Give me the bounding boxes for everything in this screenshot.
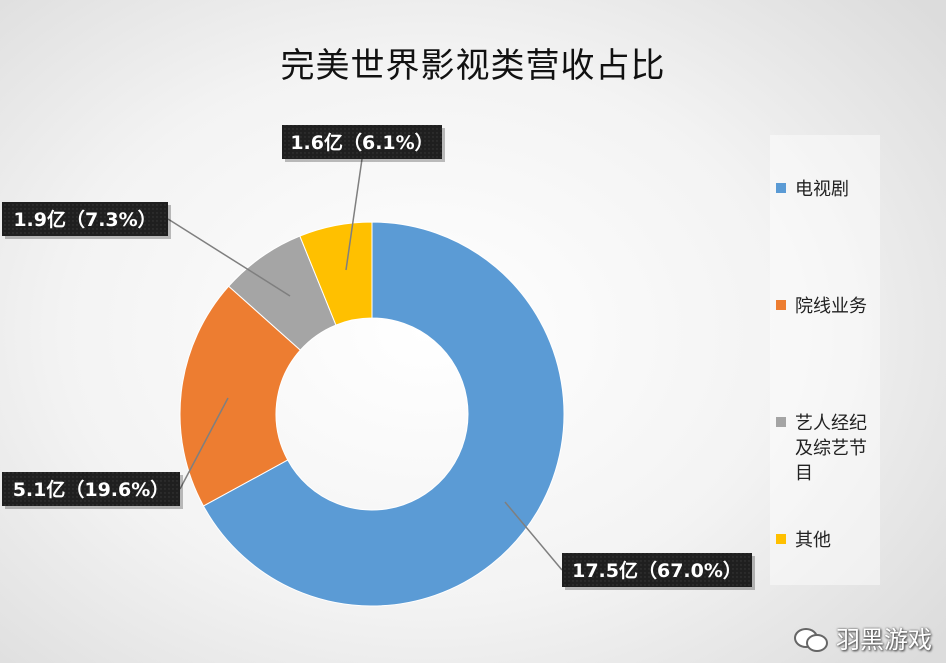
- legend-item-artist: 艺人经纪及综艺节目: [776, 411, 876, 486]
- legend-label-artist: 艺人经纪及综艺节目: [795, 413, 867, 484]
- legend-item-other: 其他: [776, 528, 876, 553]
- legend-item-tv: 电视剧: [776, 177, 876, 202]
- leader-line-tv: [504, 501, 563, 571]
- data-label-box-tv: [562, 553, 752, 587]
- legend-swatch-cinema: [776, 300, 786, 310]
- donut-slice-cinema: [179, 285, 302, 507]
- leader-line-other: [345, 158, 363, 271]
- watermark: 羽黑游戏: [794, 620, 932, 655]
- donut-slice-tv: [202, 221, 565, 607]
- legend-swatch-other: [776, 534, 786, 544]
- donut-slice-other: [299, 221, 373, 326]
- watermark-text: 羽黑游戏: [836, 626, 932, 654]
- chart-legend: 电视剧 院线业务 艺人经纪及综艺节目 其他: [770, 135, 880, 585]
- legend-label-cinema: 院线业务: [795, 296, 867, 317]
- data-label-box-artist: [2, 202, 168, 236]
- legend-swatch-tv: [776, 183, 786, 193]
- data-label-other: 1.6亿（6.1%）: [290, 131, 433, 154]
- legend-label-tv: 电视剧: [795, 179, 849, 200]
- legend-item-cinema: 院线业务: [776, 294, 876, 319]
- legend-label-other: 其他: [795, 530, 831, 551]
- data-label-artist: 1.9亿（7.3%）: [13, 208, 156, 231]
- legend-swatch-artist: [776, 417, 786, 427]
- leader-line-artist: [167, 218, 291, 297]
- chart-title: 完美世界影视类营收占比: [280, 46, 666, 86]
- data-label-box-other: [282, 125, 442, 159]
- wechat-icon: [794, 624, 830, 652]
- data-label-tv: 17.5亿（67.0%）: [572, 559, 742, 582]
- data-label-cinema: 5.1亿（19.6%）: [13, 478, 170, 501]
- data-label-box-cinema: [2, 472, 180, 506]
- leader-line-cinema: [179, 397, 229, 490]
